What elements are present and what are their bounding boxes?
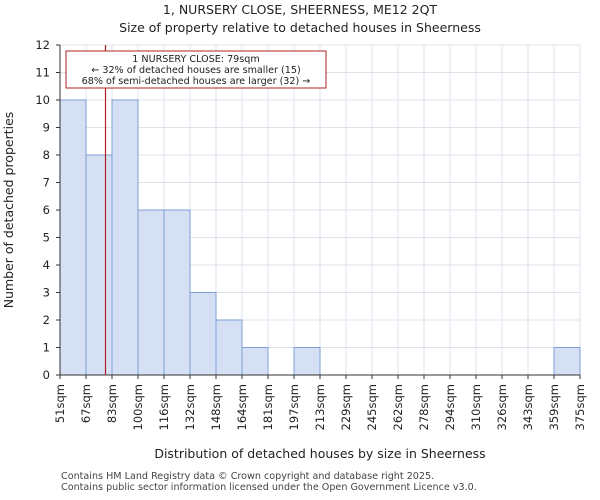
histogram-bar xyxy=(189,292,217,376)
y-tick-label: 3 xyxy=(43,286,50,300)
footer-attribution-1: Contains HM Land Registry data © Crown c… xyxy=(61,471,435,482)
histogram-bar xyxy=(163,209,191,376)
x-tick-label: 343sqm xyxy=(521,384,535,430)
y-tick-label: 7 xyxy=(43,176,50,190)
y-tick-label: 5 xyxy=(43,231,50,245)
histogram-bar xyxy=(553,347,581,376)
y-tick-label: 11 xyxy=(35,66,50,80)
annotation-line: 1 NURSERY CLOSE: 79sqm xyxy=(132,54,259,65)
annotation-line: 68% of semi-detached houses are larger (… xyxy=(82,76,311,87)
histogram-bar xyxy=(85,154,113,376)
histogram-bar xyxy=(215,319,243,376)
annotation-box xyxy=(65,50,327,89)
y-tick-label: 12 xyxy=(35,38,50,52)
y-tick-label: 2 xyxy=(43,313,50,327)
y-tick-label: 10 xyxy=(35,93,50,107)
property-marker: 1 NURSERY CLOSE: 79sqm← 32% of detached … xyxy=(65,45,327,375)
x-tick-label: 359sqm xyxy=(547,384,561,430)
x-tick-label: 83sqm xyxy=(105,384,119,423)
x-tick-label: 197sqm xyxy=(287,384,301,430)
y-axis-label: Number of detached properties xyxy=(1,112,16,309)
x-tick-label: 294sqm xyxy=(443,384,457,430)
x-tick-label: 278sqm xyxy=(417,384,431,430)
x-tick-label: 51sqm xyxy=(53,384,67,423)
x-tick-label: 132sqm xyxy=(183,384,197,430)
histogram-bar xyxy=(59,99,87,376)
y-tick-label: 4 xyxy=(43,258,50,272)
histogram-bar xyxy=(241,347,269,376)
x-tick-label: 148sqm xyxy=(209,384,223,430)
x-tick-label: 116sqm xyxy=(157,384,171,430)
x-tick-label: 326sqm xyxy=(495,384,509,430)
x-tick-label: 310sqm xyxy=(469,384,483,430)
histogram-bar xyxy=(111,99,139,376)
x-tick-label: 213sqm xyxy=(313,384,327,430)
histogram-bar xyxy=(293,347,321,376)
x-axis-label: Distribution of detached houses by size … xyxy=(154,446,485,461)
histogram-bars xyxy=(59,99,581,376)
x-tick-label: 164sqm xyxy=(235,384,249,430)
y-tick-label: 0 xyxy=(43,368,50,382)
x-tick-label: 229sqm xyxy=(339,384,353,430)
chart-title: 1, NURSERY CLOSE, SHEERNESS, ME12 2QT xyxy=(163,2,438,17)
y-tick-label: 1 xyxy=(43,341,50,355)
x-tick-label: 100sqm xyxy=(131,384,145,430)
x-tick-label: 67sqm xyxy=(79,384,93,423)
x-tick-label: 245sqm xyxy=(365,384,379,430)
x-tick-label: 375sqm xyxy=(573,384,587,430)
y-tick-label: 8 xyxy=(43,148,50,162)
y-tick-label: 9 xyxy=(43,121,50,135)
x-tick-label: 262sqm xyxy=(391,384,405,430)
x-tick-label: 181sqm xyxy=(261,384,275,430)
histogram-bar xyxy=(137,209,165,376)
y-tick-label: 6 xyxy=(43,203,50,217)
x-axis-ticks: 51sqm 67sqm 83sqm 100sqm 116sqm 132sqm 148sqm 1… xyxy=(53,375,587,430)
chart-subtitle: Size of property relative to detached ho… xyxy=(119,20,481,35)
footer-attribution-2: Contains public sector information licen… xyxy=(61,482,477,493)
annotation-line: ← 32% of detached houses are smaller (15… xyxy=(91,65,300,76)
